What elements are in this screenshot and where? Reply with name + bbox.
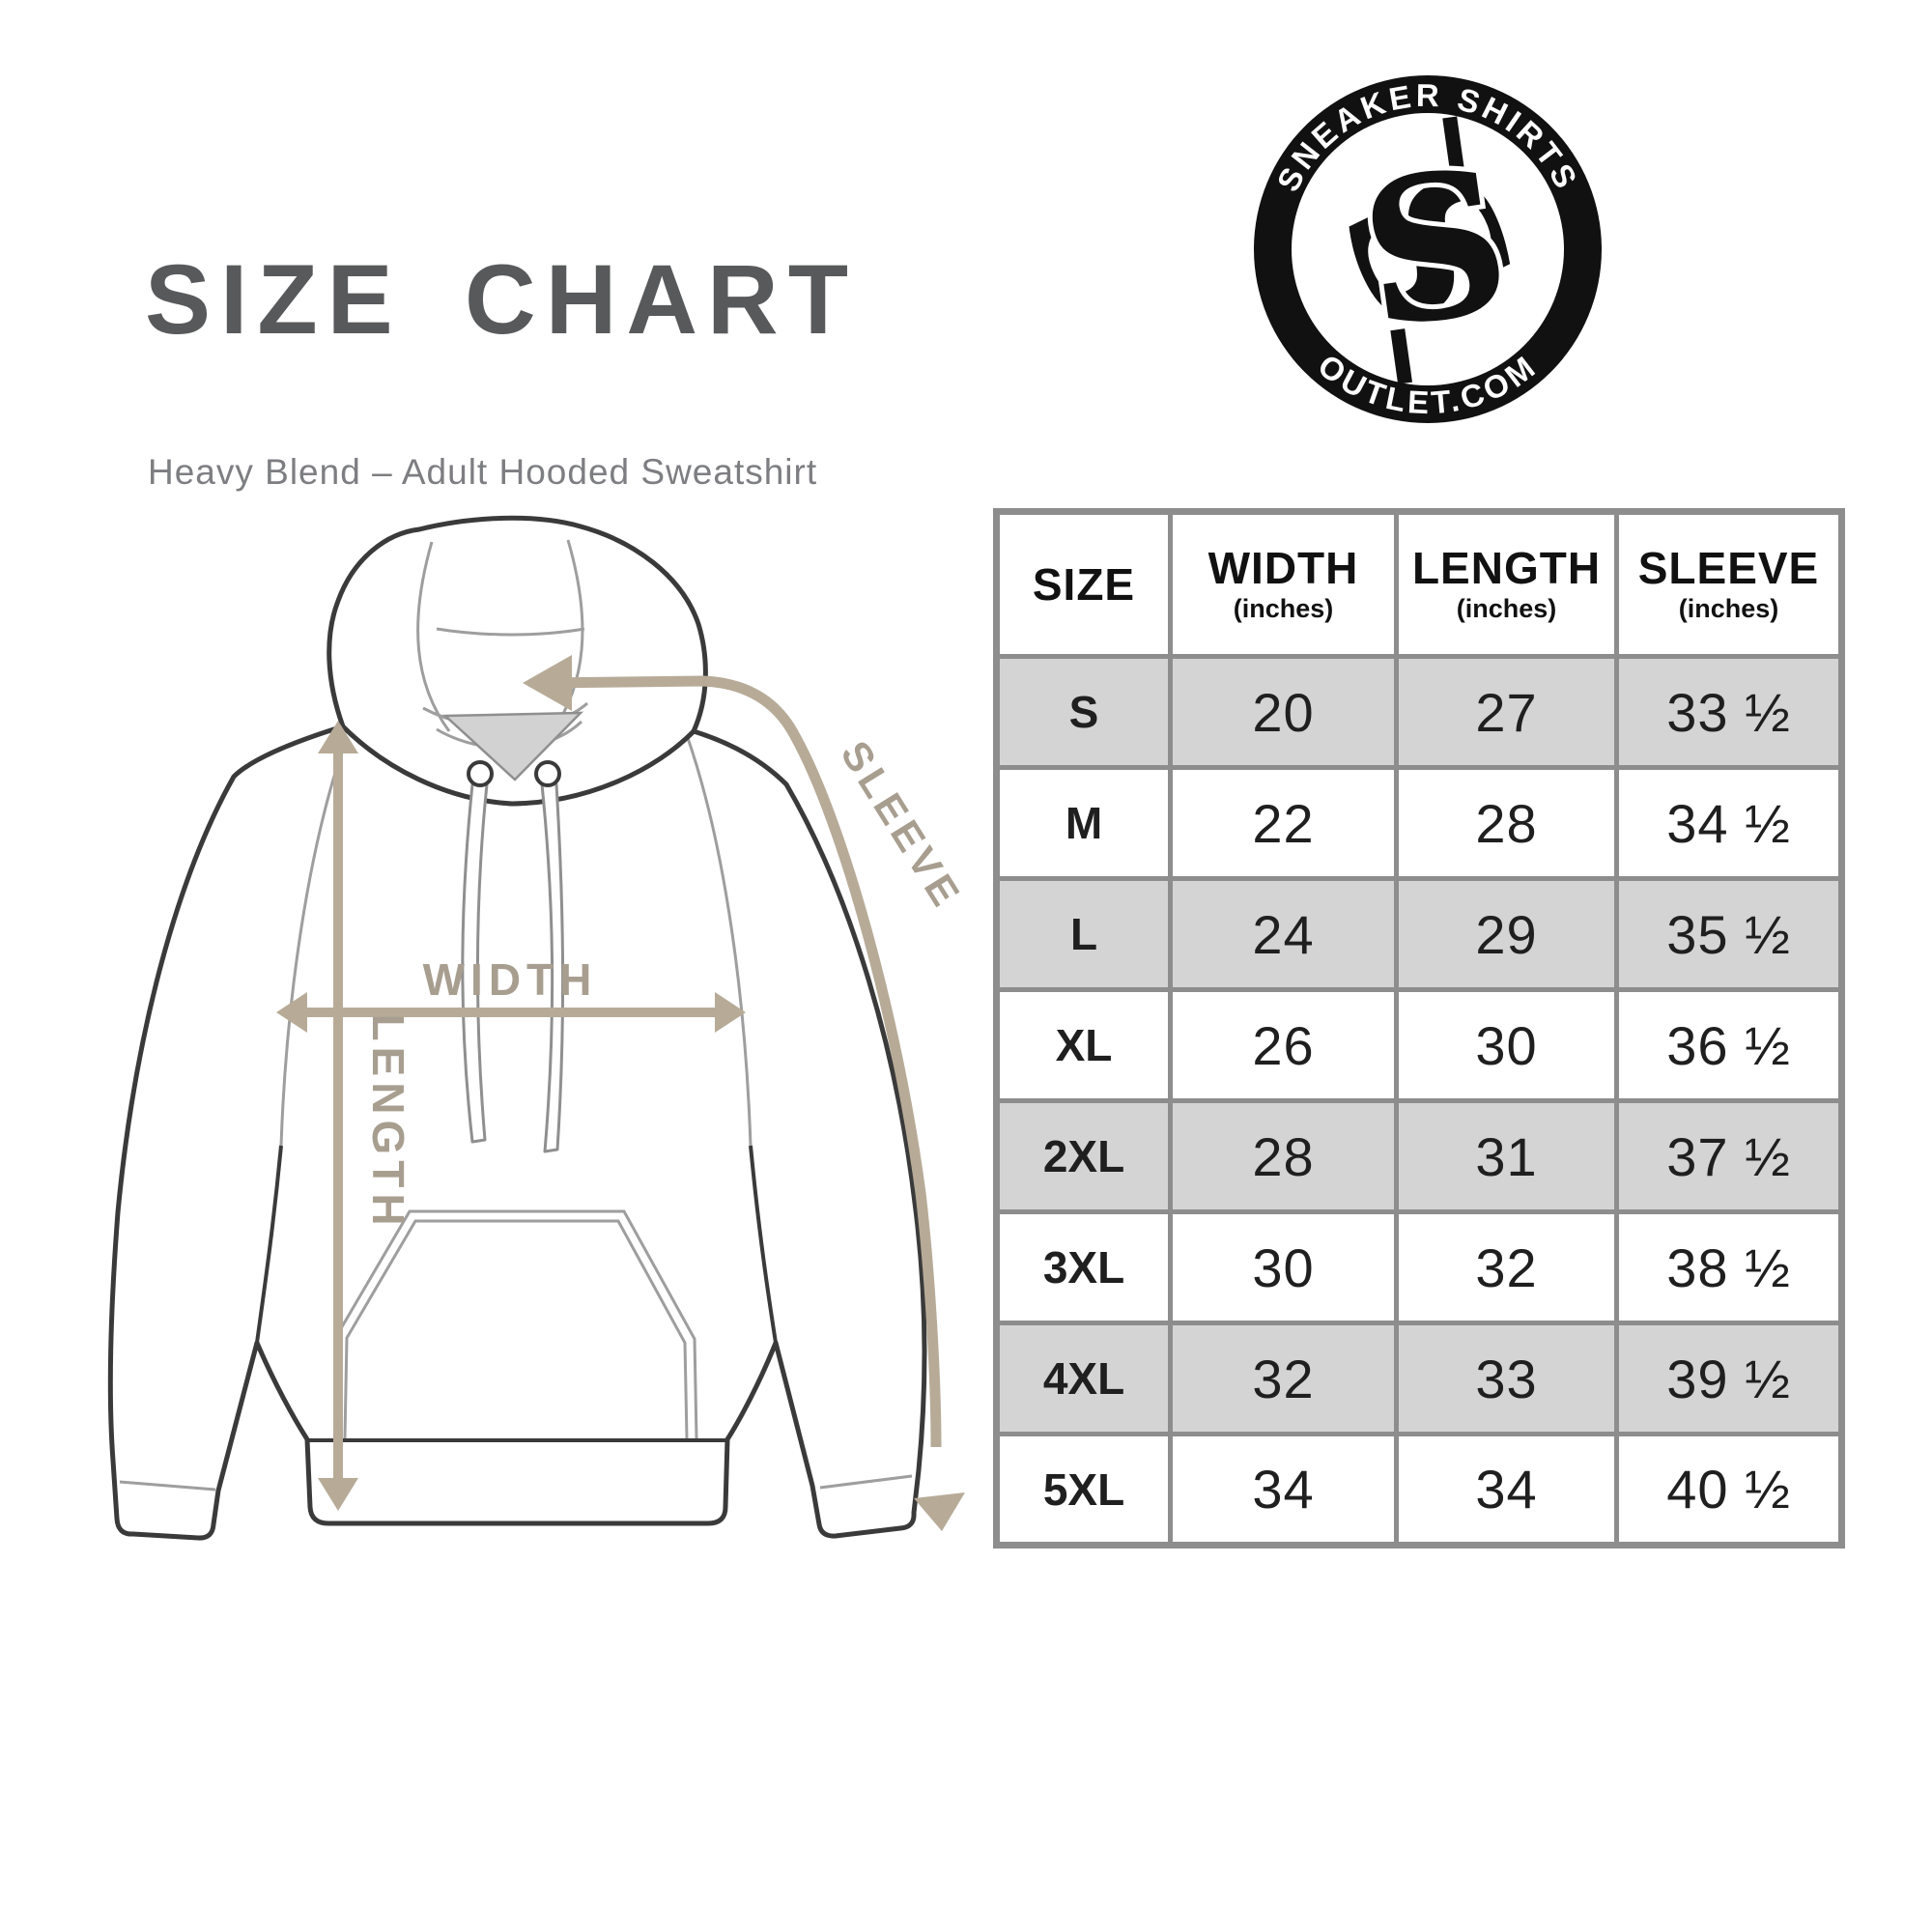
width-cell: 32 (1168, 1321, 1399, 1436)
size-table: SIZE WIDTH (inches) LENGTH (inches) SLEEVE (in… (993, 508, 1845, 1548)
length-cell: 34 (1394, 1432, 1619, 1548)
length-cell: 32 (1394, 1209, 1619, 1325)
length-cell: 27 (1394, 654, 1619, 770)
hood-seam-line (436, 627, 585, 637)
table-row-3xl: 3XL 30 32 38 ½ (994, 1209, 1844, 1325)
size-cell: XL (994, 987, 1173, 1103)
size-table-header: SIZE WIDTH (inches) LENGTH (inches) SLEEVE (in… (994, 509, 1844, 659)
right-cuff-line (819, 1474, 913, 1490)
left-eyelet (467, 760, 494, 787)
pocket-inner-line (343, 1219, 689, 1439)
length-cell: 30 (1394, 987, 1619, 1103)
logo-bar-top (1442, 116, 1464, 173)
size-cell: M (994, 765, 1173, 881)
width-cell: 34 (1168, 1432, 1399, 1548)
width-cell: 24 (1168, 876, 1399, 992)
table-row-5xl: 5XL 34 34 40 ½ (994, 1432, 1844, 1548)
logo-inner-disc (1292, 113, 1564, 385)
column-header-length: LENGTH (inches) (1394, 509, 1619, 659)
size-cell: L (994, 876, 1173, 992)
hood-inner-left-line (416, 541, 451, 732)
brand-logo: SNEAKER SHIRTS OUTLET.COM S S (1254, 75, 1602, 423)
width-cell: 22 (1168, 765, 1399, 881)
left-cuff-line (119, 1480, 216, 1492)
sleeve-cell: 40 ½ (1614, 1432, 1844, 1548)
size-cell: 5XL (994, 1432, 1173, 1548)
column-header-width: WIDTH (inches) (1168, 509, 1399, 659)
neck-triangle (441, 711, 584, 781)
width-label: WIDTH (423, 954, 598, 1005)
size-cell: 3XL (994, 1209, 1173, 1325)
page-subtitle: Heavy Blend – Adult Hooded Sweatshirt (148, 452, 818, 492)
sleeve-cell: 33 ½ (1614, 654, 1844, 770)
left-drawstring (461, 782, 489, 1144)
column-label: SIZE (1032, 558, 1136, 610)
length-cell: 33 (1394, 1321, 1619, 1436)
size-table-body: S 20 27 33 ½ M 22 28 34 ½ L 24 29 35 ½ XL 26 30 36 ½ 2XL… (994, 654, 1844, 1548)
hoodie-body-outline (107, 724, 927, 1541)
right-drawstring (540, 782, 565, 1153)
column-unit-label: (inches) (1456, 594, 1557, 624)
length-label: LENGTH (363, 1013, 413, 1231)
hoodie-diagram: WIDTH LENGTH SLEEVE (107, 515, 971, 1541)
sleeve-cell: 36 ½ (1614, 987, 1844, 1103)
column-label: LENGTH (1411, 542, 1602, 593)
width-cell: 26 (1168, 987, 1399, 1103)
table-row-m: M 22 28 34 ½ (994, 765, 1844, 881)
size-cell: S (994, 654, 1173, 770)
logo-bar-bottom (1390, 328, 1412, 384)
page-title: SIZE CHART (145, 244, 858, 355)
table-row-xl: XL 26 30 36 ½ (994, 987, 1844, 1103)
column-header-size: SIZE (994, 509, 1173, 659)
width-cell: 20 (1168, 654, 1399, 770)
width-cell: 30 (1168, 1209, 1399, 1325)
left-sleeve-inner-line (255, 1145, 283, 1344)
column-header-sleeve: SLEEVE (inches) (1614, 509, 1844, 659)
sleeve-cell: 35 ½ (1614, 876, 1844, 992)
column-unit-label: (inches) (1678, 594, 1779, 624)
logo-monogram: S S (1294, 116, 1560, 384)
width-arrow (276, 992, 746, 1033)
right-armhole-seam (686, 737, 753, 1147)
table-row-s: S 20 27 33 ½ (994, 654, 1844, 770)
size-cell: 2XL (994, 1098, 1173, 1214)
sleeve-cell: 38 ½ (1614, 1209, 1844, 1325)
length-cell: 29 (1394, 876, 1619, 992)
right-sleeve-inner-line (749, 1145, 778, 1344)
column-label: SLEEVE (1637, 542, 1820, 593)
column-label: WIDTH (1208, 542, 1359, 593)
width-cell: 28 (1168, 1098, 1399, 1214)
right-eyelet (534, 760, 561, 787)
table-row-2xl: 2XL 28 31 37 ½ (994, 1098, 1844, 1214)
sleeve-arrow (523, 655, 965, 1531)
sleeve-cell: 34 ½ (1614, 765, 1844, 881)
table-row-4xl: 4XL 32 33 39 ½ (994, 1321, 1844, 1436)
size-cell: 4XL (994, 1321, 1173, 1436)
hood-outline (327, 515, 708, 807)
length-arrow (318, 721, 358, 1511)
table-row-l: L 24 29 35 ½ (994, 876, 1844, 992)
left-armhole-seam (279, 739, 348, 1147)
column-unit-label: (inches) (1233, 594, 1334, 624)
length-cell: 31 (1394, 1098, 1619, 1214)
length-cell: 28 (1394, 765, 1619, 881)
sleeve-cell: 37 ½ (1614, 1098, 1844, 1214)
sleeve-cell: 39 ½ (1614, 1321, 1844, 1436)
